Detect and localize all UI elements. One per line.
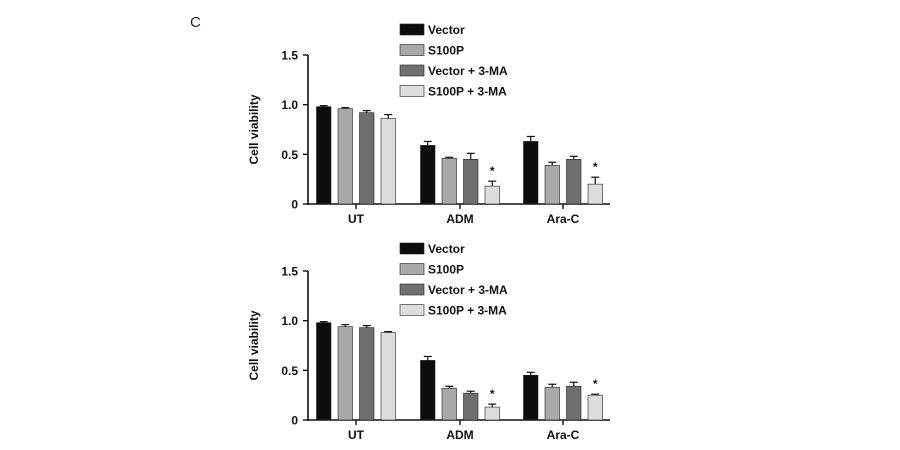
chart2-y-tick-label: 0.5 [281,364,298,378]
chart2-y-tick-label: 0 [291,414,298,428]
chart2-bar-ut-1 [337,326,353,421]
chart2-bar-adm-3 [484,406,500,421]
chart1-bar-ut-0 [316,106,332,205]
chart2-legend-label: S100P + 3-MA [428,304,507,318]
chart1-x-tick-label: ADM [446,212,473,226]
chart1-bar-ara-c-2 [566,159,582,205]
chart2-legend-swatch [399,263,425,275]
chart1-y-tick-label: 0.5 [281,148,298,162]
chart2-bar-ara-c-0 [523,374,539,421]
chart2-bar-adm-0 [420,360,436,421]
chart2-x-tick-label: UT [348,428,365,442]
chart1-bar-ut-1 [337,108,353,205]
chart1-bar-ara-c-1 [544,164,560,205]
chart1-bar-adm-3 [484,185,500,205]
chart1-bar-ara-c-0 [523,141,539,205]
chart1-x-tick-label: UT [348,212,365,226]
chart2-y-tick-label: 1.0 [281,314,298,328]
chart2-legend-label: Vector [428,242,465,256]
chart1-legend-swatch [399,23,425,36]
chart2-legend-label: Vector + 3-MA [428,283,508,297]
chart1-x-tick-label: Ara-C [547,212,580,226]
chart1-y-axis-label: Cell viability [247,94,261,164]
chart2-significance-marker: * [490,387,495,401]
panel-label: C [190,14,201,31]
chart1-legend-label: Vector [428,23,465,37]
chart1-legend-swatch [399,64,425,77]
chart2-legend-swatch [399,283,425,296]
chart2-bar-ut-3 [380,332,396,421]
chart1-y-tick-label: 1.5 [281,49,298,63]
chart2-significance-marker: * [593,377,598,391]
chart2-bar-adm-2 [463,392,479,421]
chart1-bar-adm-1 [441,158,457,205]
chart1-y-tick-label: 0 [291,198,298,212]
chart1-bar-adm-2 [463,159,479,205]
chart1-bar-ara-c-3 [587,183,603,205]
chart1-bar-adm-0 [420,145,436,205]
chart1-legend-swatch [399,85,425,97]
chart2-bar-ut-0 [316,322,332,421]
chart1-significance-marker: * [593,160,598,174]
chart1-legend-label: Vector + 3-MA [428,64,508,78]
chart2-legend-label: S100P [428,263,464,277]
chart2-bar-ara-c-2 [566,385,582,421]
chart2-legend-swatch [399,242,425,255]
chart1-significance-marker: * [490,164,495,178]
chart2-legend-swatch [399,304,425,316]
chart2-bar-ara-c-3 [587,394,603,421]
chart2-x-tick-label: ADM [446,428,473,442]
chart1-legend-swatch [399,44,425,56]
chart2-bar-ara-c-1 [544,386,560,421]
chart2-y-axis-label: Cell viability [247,310,261,380]
chart1-bar-ut-3 [380,118,396,205]
chart2-bar-ut-2 [359,327,375,421]
chart1-y-tick-label: 1.0 [281,98,298,112]
chart1-legend-label: S100P [428,44,464,58]
chart2-y-tick-label: 1.5 [281,265,298,279]
chart1-bar-ut-2 [359,112,375,205]
chart2-bar-adm-1 [441,387,457,421]
chart2-x-tick-label: Ara-C [547,428,580,442]
chart1-legend-label: S100P + 3-MA [428,85,507,99]
